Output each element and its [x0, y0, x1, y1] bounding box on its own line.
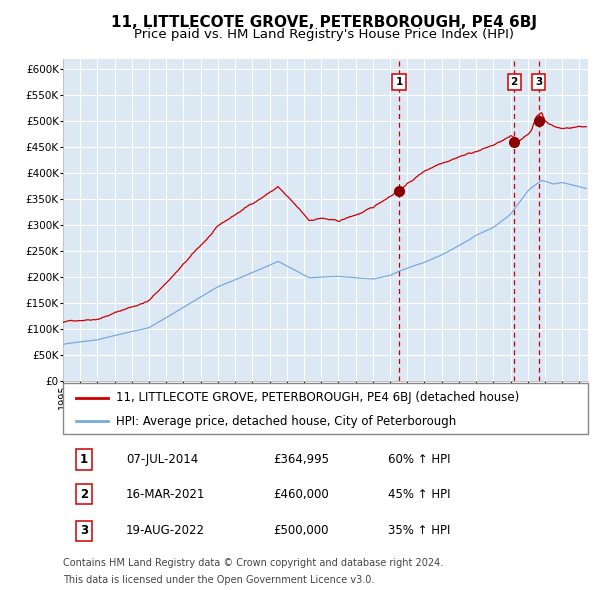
Text: £460,000: £460,000 — [273, 487, 329, 501]
Text: 35% ↑ HPI: 35% ↑ HPI — [389, 525, 451, 537]
Text: 60% ↑ HPI: 60% ↑ HPI — [389, 453, 451, 466]
Text: 2: 2 — [511, 77, 518, 87]
Text: 1: 1 — [80, 453, 88, 466]
Text: £364,995: £364,995 — [273, 453, 329, 466]
Text: 3: 3 — [80, 525, 88, 537]
Text: 19-AUG-2022: 19-AUG-2022 — [126, 525, 205, 537]
Text: 2: 2 — [80, 487, 88, 501]
FancyBboxPatch shape — [63, 384, 588, 434]
Text: 1: 1 — [395, 77, 403, 87]
Text: 11, LITTLECOTE GROVE, PETERBOROUGH, PE4 6BJ (detached house): 11, LITTLECOTE GROVE, PETERBOROUGH, PE4 … — [115, 391, 519, 404]
Text: Price paid vs. HM Land Registry's House Price Index (HPI): Price paid vs. HM Land Registry's House … — [134, 28, 514, 41]
Text: 07-JUL-2014: 07-JUL-2014 — [126, 453, 198, 466]
Text: £500,000: £500,000 — [273, 525, 329, 537]
Text: HPI: Average price, detached house, City of Peterborough: HPI: Average price, detached house, City… — [115, 415, 456, 428]
Text: 16-MAR-2021: 16-MAR-2021 — [126, 487, 205, 501]
Text: This data is licensed under the Open Government Licence v3.0.: This data is licensed under the Open Gov… — [63, 575, 374, 585]
Text: Contains HM Land Registry data © Crown copyright and database right 2024.: Contains HM Land Registry data © Crown c… — [63, 558, 443, 568]
Text: 45% ↑ HPI: 45% ↑ HPI — [389, 487, 451, 501]
Text: 11, LITTLECOTE GROVE, PETERBOROUGH, PE4 6BJ: 11, LITTLECOTE GROVE, PETERBOROUGH, PE4 … — [111, 15, 537, 30]
Text: 3: 3 — [535, 77, 542, 87]
